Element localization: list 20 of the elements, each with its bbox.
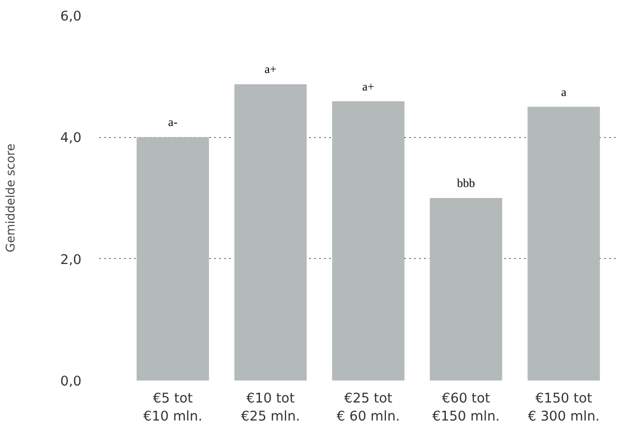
x-tick-label: €5 tot €10 mln. [143, 392, 202, 424]
data-label: a+ [264, 62, 277, 76]
bar [234, 84, 307, 380]
bar [332, 101, 404, 380]
bar [430, 198, 502, 380]
y-tick-label: 0,0 [60, 374, 82, 390]
x-tick-label: €150 tot € 300 mln. [528, 392, 600, 424]
x-tick-label: €25 tot € 60 mln. [336, 392, 400, 424]
data-label: bbb [457, 176, 476, 190]
x-tick-label: €10 tot €25 mln. [241, 392, 300, 424]
y-tick-label: 4,0 [60, 131, 82, 146]
y-axis-title: Gemiddelde score [3, 144, 18, 252]
data-label: a+ [362, 79, 375, 94]
data-label: a [561, 84, 568, 99]
x-tick-label: €60 tot €150 mln. [432, 392, 500, 424]
data-label: a- [168, 115, 178, 130]
y-tick-label: 6,0 [60, 10, 82, 24]
y-tick-label: 2,0 [60, 252, 82, 268]
bar [136, 137, 209, 380]
bar [528, 106, 600, 380]
